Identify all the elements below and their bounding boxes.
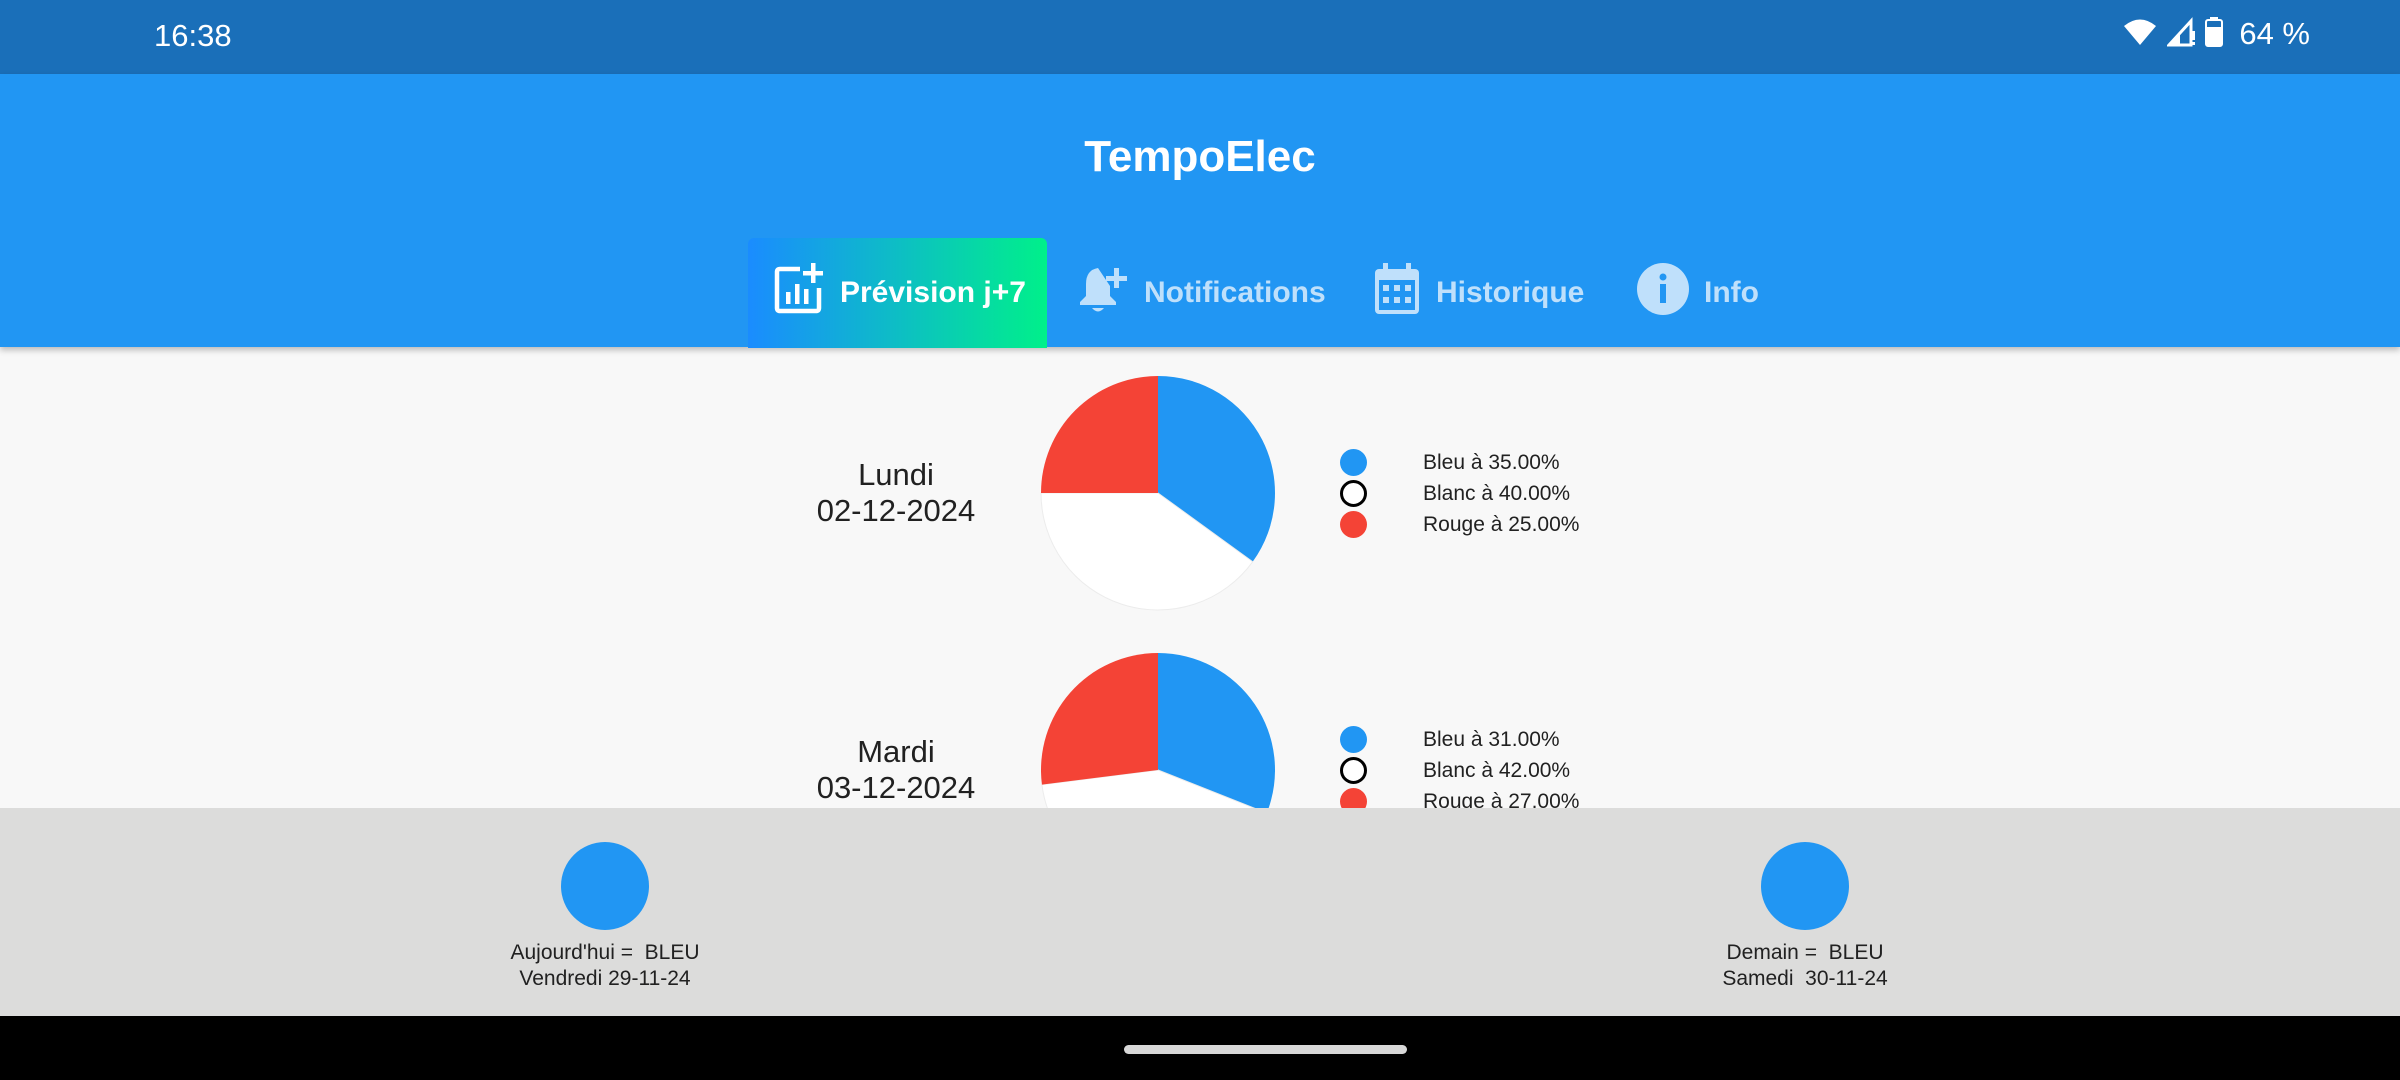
legend-dot-blanc xyxy=(1340,480,1367,507)
today-status: Aujourd'hui = BLEU xyxy=(510,941,700,964)
tomorrow-color-dot xyxy=(1761,842,1849,930)
legend-dot-rouge xyxy=(1340,788,1367,808)
legend-label: Bleu à 31.00% xyxy=(1423,728,1560,751)
probability-pie-chart xyxy=(1040,376,1275,611)
calendar-icon xyxy=(1372,260,1422,326)
home-gesture-handle[interactable] xyxy=(1124,1045,1407,1054)
legend-label: Rouge à 25.00% xyxy=(1423,513,1580,536)
probability-pie-chart xyxy=(1041,653,1275,808)
battery-icon xyxy=(2205,16,2224,52)
legend-label: Blanc à 40.00% xyxy=(1423,482,1571,505)
legend-label: Blanc à 42.00% xyxy=(1423,759,1571,782)
day-date: 02-12-2024 xyxy=(816,493,976,528)
tab-info-label: Info xyxy=(1704,276,1759,309)
battery-percentage: 64 % xyxy=(2239,16,2310,51)
status-bar: 16:38 xyxy=(0,0,2400,74)
signal-icon xyxy=(2165,16,2196,52)
pie-slice-bleu xyxy=(1158,653,1275,808)
tab-forecast-label: Prévision j+7 xyxy=(840,276,1026,309)
tomorrow-date: Samedi 30-11-24 xyxy=(1722,967,1888,990)
today-date: Vendredi 29-11-24 xyxy=(519,967,691,990)
day-name: Lundi xyxy=(858,457,934,492)
tab-info[interactable]: Info xyxy=(1636,238,1759,348)
pie-slice-rouge xyxy=(1041,653,1158,785)
app-title: TempoElec xyxy=(1084,132,1316,181)
bell-add-icon xyxy=(1074,260,1132,326)
legend-dot-blanc xyxy=(1340,757,1367,784)
legend-dot-bleu xyxy=(1340,726,1367,753)
tab-notifications-label: Notifications xyxy=(1144,276,1326,309)
day-date: 03-12-2024 xyxy=(816,770,976,805)
forecast-list[interactable]: Lundi 02-12-2024 Bleu à 35.00% Blanc à 4… xyxy=(0,347,2400,808)
legend-dot-bleu xyxy=(1340,449,1367,476)
pie-slice-bleu xyxy=(1158,376,1275,562)
info-icon xyxy=(1636,262,1690,324)
forecast-day-card: Lundi 02-12-2024 Bleu à 35.00% Blanc à 4… xyxy=(0,347,2400,611)
pie-slice-blanc xyxy=(1040,492,1254,611)
today-color-dot xyxy=(561,842,649,930)
legend-label: Bleu à 35.00% xyxy=(1423,451,1560,474)
forecast-day-card: Mardi 03-12-2024 Bleu à 31.00% Blanc à 4… xyxy=(0,624,2400,808)
today-tomorrow-panel: Aujourd'hui = BLEU Vendredi 29-11-24 Dem… xyxy=(0,808,2400,1016)
tomorrow-status: Demain = BLEU xyxy=(1726,941,1884,964)
legend-dot-rouge xyxy=(1340,511,1367,538)
tab-forecast[interactable]: Prévision j+7 xyxy=(748,238,1047,348)
status-icons: 64 % xyxy=(2123,16,2310,52)
day-name: Mardi xyxy=(857,734,935,769)
wifi-icon xyxy=(2123,17,2157,52)
tomorrow-block: Demain = BLEU Samedi 30-11-24 xyxy=(1655,842,1955,992)
tab-history-label: Historique xyxy=(1436,276,1585,309)
tab-history[interactable]: Historique xyxy=(1372,238,1584,348)
chart-add-icon xyxy=(772,262,826,324)
tab-notifications[interactable]: Notifications xyxy=(1074,238,1326,348)
navigation-bar xyxy=(0,1016,2400,1080)
status-time: 16:38 xyxy=(154,18,232,53)
today-block: Aujourd'hui = BLEU Vendredi 29-11-24 xyxy=(455,842,755,992)
legend-label: Rouge à 27.00% xyxy=(1423,790,1580,808)
pie-slice-blanc xyxy=(1041,769,1256,808)
pie-slice-rouge xyxy=(1041,376,1158,493)
app-bar: TempoElec Prévision j+7 xyxy=(0,74,2400,348)
